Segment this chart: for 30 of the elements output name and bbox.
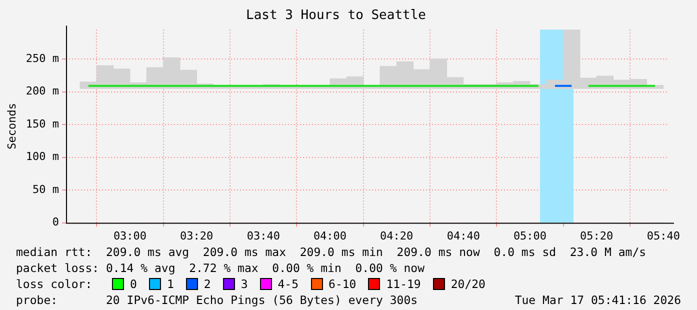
text: Tue Mar 17 05:41:16 2026: [514, 292, 681, 308]
y-tick-label: 200 m: [26, 84, 60, 98]
text: 0: [130, 276, 137, 292]
text: 4-5: [278, 276, 299, 292]
x-tick-label: 04:20: [380, 229, 414, 242]
y-tick-label: 100 m: [26, 150, 60, 164]
y-axis-title: Seconds: [5, 103, 18, 150]
text: probe: 20 IPv6-ICMP Echo Pings (56 Bytes) every 300s: [16, 292, 418, 308]
text: median rtt: 209.0 ms avg 209.0 ms max 209.0 ms min 209.0 ms now 0.0 ms sd 23.0 M am/s: [16, 244, 648, 260]
y-tick-label: 150 m: [26, 117, 60, 130]
x-tick-label: 03:20: [180, 229, 214, 242]
x-tick-label: 05:40: [646, 229, 680, 242]
y-tick-label: 0: [52, 216, 59, 229]
x-tick-label: 04:40: [446, 229, 480, 242]
x-tick-label: 03:40: [246, 229, 280, 242]
text: 2: [204, 276, 211, 292]
text: loss color:: [16, 276, 94, 292]
text: 1: [166, 276, 174, 292]
x-tick-label: 05:00: [513, 229, 547, 242]
x-tick-label: 04:00: [313, 229, 347, 242]
text: 3: [240, 276, 248, 292]
y-tick-label: 250 m: [26, 52, 60, 65]
x-tick-label: 03:00: [113, 229, 147, 242]
text: 11-19: [386, 276, 421, 292]
x-tick-label: 05:20: [580, 229, 614, 242]
y-tick-label: 50 m: [32, 182, 60, 196]
chart-title: Last 3 Hours to Seattle: [246, 8, 426, 24]
text: 20/20: [450, 276, 486, 292]
text: 6-10: [328, 276, 356, 292]
text: packet loss: 0.14 % avg 2.72 % max 0.00 % min 0.00 % now: [16, 260, 426, 276]
